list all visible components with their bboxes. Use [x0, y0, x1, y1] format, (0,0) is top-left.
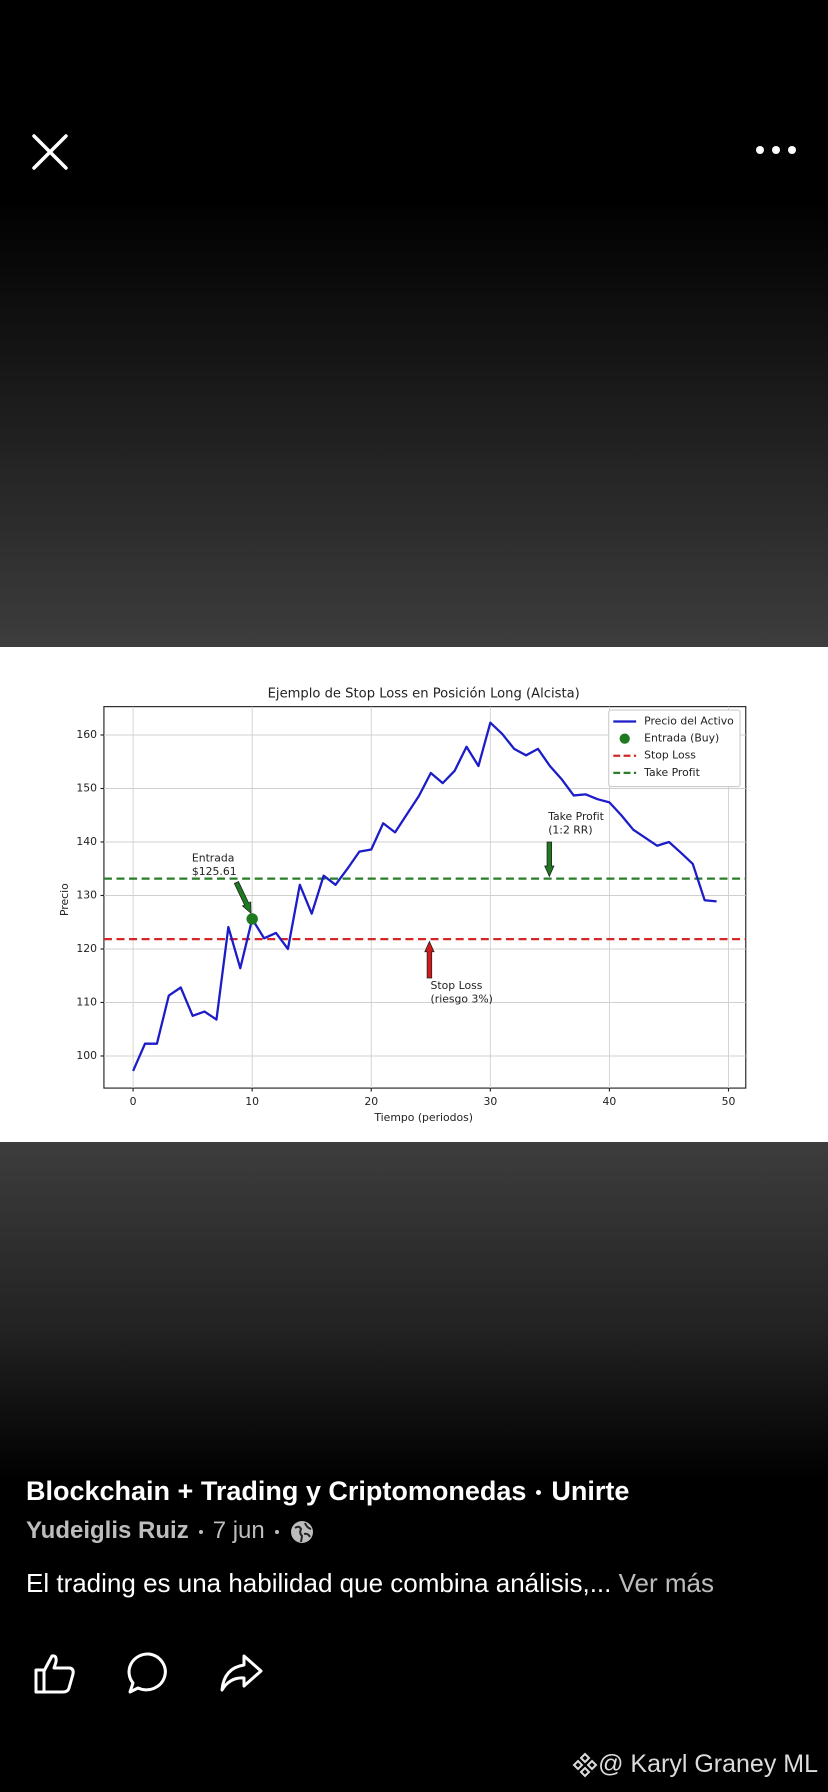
separator: [536, 1490, 542, 1496]
caption: El trading es una habilidad que combina …: [26, 1568, 714, 1599]
y-tick-label: 100: [76, 1049, 97, 1062]
price-line: [132, 721, 717, 1072]
y-tick-label: 120: [76, 942, 97, 955]
legend-box: [608, 709, 741, 788]
x-axis-label: Tiempo (periodos): [373, 1111, 473, 1124]
x-tick-label: 10: [245, 1095, 259, 1108]
group-line: Blockchain + Trading y Criptomonedas Unir…: [26, 1476, 629, 1507]
y-tick-label: 140: [76, 835, 97, 848]
join-button[interactable]: Unirte: [551, 1476, 630, 1506]
annotation-text: (1:2 RR): [548, 824, 592, 837]
legend-marker: [619, 733, 630, 744]
like-button[interactable]: [32, 1650, 78, 1696]
annotation-text: $125.61: [192, 865, 237, 878]
x-tick-label: 20: [364, 1095, 378, 1108]
chart-title: Ejemplo de Stop Loss en Posición Long (A…: [268, 687, 580, 702]
see-more[interactable]: Ver más: [618, 1568, 714, 1598]
x-tick-label: 50: [722, 1095, 736, 1108]
annotation-text: (riesgo 3%): [431, 993, 493, 1006]
y-tick-label: 160: [76, 728, 97, 741]
globe-icon: [290, 1520, 313, 1543]
entry-point: [246, 913, 258, 925]
y-tick-label: 110: [76, 995, 97, 1008]
annotation-arrow: [424, 940, 435, 979]
legend-label: Take Profit: [643, 766, 700, 779]
annotation-arrow: [544, 841, 555, 878]
y-tick-label: 150: [76, 781, 97, 794]
group-name[interactable]: Blockchain + Trading y Criptomonedas: [26, 1476, 527, 1506]
close-button[interactable]: [30, 132, 70, 172]
watermark: @ Karyl Graney ML: [572, 1750, 818, 1779]
chart: Ejemplo de Stop Loss en Posición Long (A…: [0, 647, 828, 1142]
y-axis-label: Precio: [58, 883, 71, 916]
caption-text: El trading es una habilidad que combina …: [26, 1568, 612, 1598]
legend-label: Stop Loss: [644, 749, 696, 762]
author-line: Yudeiglis Ruiz 7 jun: [26, 1517, 315, 1545]
share-button[interactable]: [218, 1650, 264, 1696]
annotation-text: Take Profit: [547, 810, 604, 823]
plot: 0 10 20 30 40 50 100 110 120 130 140 150 160 Entrada$…: [76, 706, 746, 1108]
x-tick-label: 40: [603, 1095, 617, 1108]
comment-button[interactable]: [126, 1650, 172, 1696]
separator: [274, 1529, 279, 1534]
date: 7 jun: [212, 1517, 265, 1544]
more-button[interactable]: [754, 142, 798, 158]
legend-label: Precio del Activo: [644, 714, 734, 727]
x-tick-label: 30: [483, 1095, 497, 1108]
plot-frame: [103, 706, 747, 1089]
y-tick-label: 130: [76, 888, 97, 901]
watermark-text: @ Karyl Graney ML: [598, 1750, 818, 1778]
x-tick-label: 0: [130, 1095, 137, 1108]
separator: [198, 1529, 203, 1534]
annotation-text: Entrada: [192, 852, 235, 865]
annotation-text: Stop Loss: [431, 979, 483, 992]
annotation-arrow: [233, 880, 252, 915]
author[interactable]: Yudeiglis Ruiz: [26, 1517, 189, 1544]
watermark-icon: [572, 1752, 598, 1778]
legend-label: Entrada (Buy): [644, 732, 719, 745]
